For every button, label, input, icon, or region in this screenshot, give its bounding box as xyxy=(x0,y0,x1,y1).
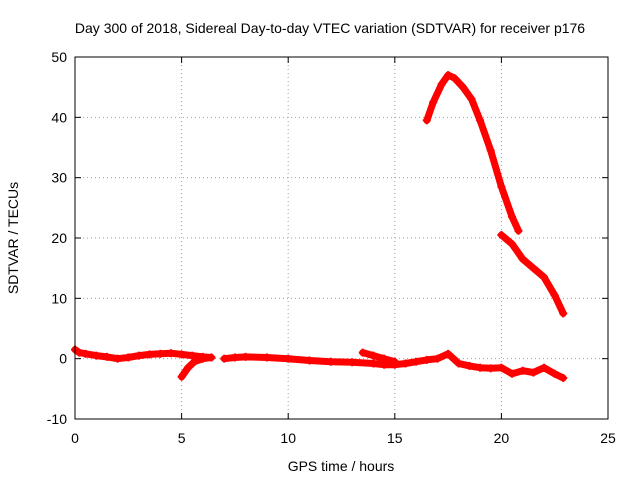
data-point xyxy=(486,364,495,373)
data-point xyxy=(188,351,197,360)
data-point xyxy=(518,255,527,264)
data-point xyxy=(284,354,293,363)
data-point xyxy=(467,95,476,104)
data-point xyxy=(220,354,229,363)
y-tick-label: 40 xyxy=(51,109,67,125)
data-point xyxy=(550,291,559,300)
data-point xyxy=(559,373,568,382)
x-axis-label: GPS time / hours xyxy=(288,458,395,474)
data-point xyxy=(262,353,271,362)
data-point xyxy=(433,354,442,363)
data-point xyxy=(348,358,357,367)
data-point xyxy=(156,349,165,358)
data-point xyxy=(401,359,410,368)
data-point xyxy=(241,352,250,361)
data-point xyxy=(529,368,538,377)
data-point xyxy=(369,351,378,360)
data-point xyxy=(422,116,431,125)
plot-frame xyxy=(74,56,609,420)
x-tick-label: 15 xyxy=(387,430,403,446)
y-tick-label: 0 xyxy=(59,351,67,367)
data-point xyxy=(529,264,538,273)
data-point xyxy=(369,359,378,368)
data-point xyxy=(559,309,568,318)
series-line-bump-after-13h xyxy=(359,349,399,366)
y-tick-label: 20 xyxy=(51,230,67,246)
data-point xyxy=(508,369,517,378)
data-point xyxy=(444,71,453,80)
y-axis-label: SDTVAR / TECUs xyxy=(5,182,21,294)
data-point xyxy=(437,80,446,89)
y-tick-label: -10 xyxy=(47,411,67,427)
data-point xyxy=(166,349,175,358)
data-point xyxy=(190,357,199,366)
data-point xyxy=(177,372,186,381)
series-line-spike-peak xyxy=(423,71,522,235)
data-point xyxy=(486,146,495,155)
data-point xyxy=(102,352,111,361)
data-point xyxy=(124,353,133,362)
data-point xyxy=(465,361,474,370)
chart-title: Day 300 of 2018, Sidereal Day-to-day VTE… xyxy=(75,20,585,36)
x-tick-label: 10 xyxy=(280,430,296,446)
y-tick-label: 50 xyxy=(51,49,67,65)
data-point xyxy=(358,348,367,357)
data-point xyxy=(134,351,143,360)
data-point xyxy=(514,226,523,235)
data-point xyxy=(326,357,335,366)
data-point xyxy=(113,354,122,363)
series-line-spike-tail xyxy=(497,231,567,317)
x-tick-label: 25 xyxy=(600,430,616,446)
data-point xyxy=(81,349,90,358)
data-point xyxy=(508,240,517,249)
data-point xyxy=(476,116,485,125)
data-point xyxy=(518,366,527,375)
data-point xyxy=(305,356,314,365)
x-tick-label: 5 xyxy=(178,430,186,446)
y-tick-label: 10 xyxy=(51,290,67,306)
data-point xyxy=(508,212,517,221)
data-point xyxy=(92,351,101,360)
data-point xyxy=(497,182,506,191)
data-point xyxy=(230,353,239,362)
data-point xyxy=(450,74,459,83)
series-layer xyxy=(71,71,568,382)
data-point xyxy=(429,98,438,107)
data-point xyxy=(145,350,154,359)
data-point xyxy=(207,353,216,362)
data-point xyxy=(198,354,207,363)
data-point xyxy=(75,348,84,357)
data-point xyxy=(540,273,549,282)
data-point xyxy=(183,363,192,372)
data-point xyxy=(497,230,506,239)
data-point xyxy=(444,349,453,358)
data-point xyxy=(459,83,468,92)
x-tick-label: 0 xyxy=(71,430,79,446)
data-point xyxy=(476,363,485,372)
data-point xyxy=(422,355,431,364)
data-point xyxy=(454,359,463,368)
data-point xyxy=(540,363,549,372)
data-point xyxy=(177,350,186,359)
data-point xyxy=(380,354,389,363)
data-point xyxy=(390,357,399,366)
data-point xyxy=(550,369,559,378)
data-point xyxy=(497,363,506,372)
x-tick-label: 20 xyxy=(494,430,510,446)
y-tick-label: 30 xyxy=(51,170,67,186)
data-point xyxy=(412,357,421,366)
